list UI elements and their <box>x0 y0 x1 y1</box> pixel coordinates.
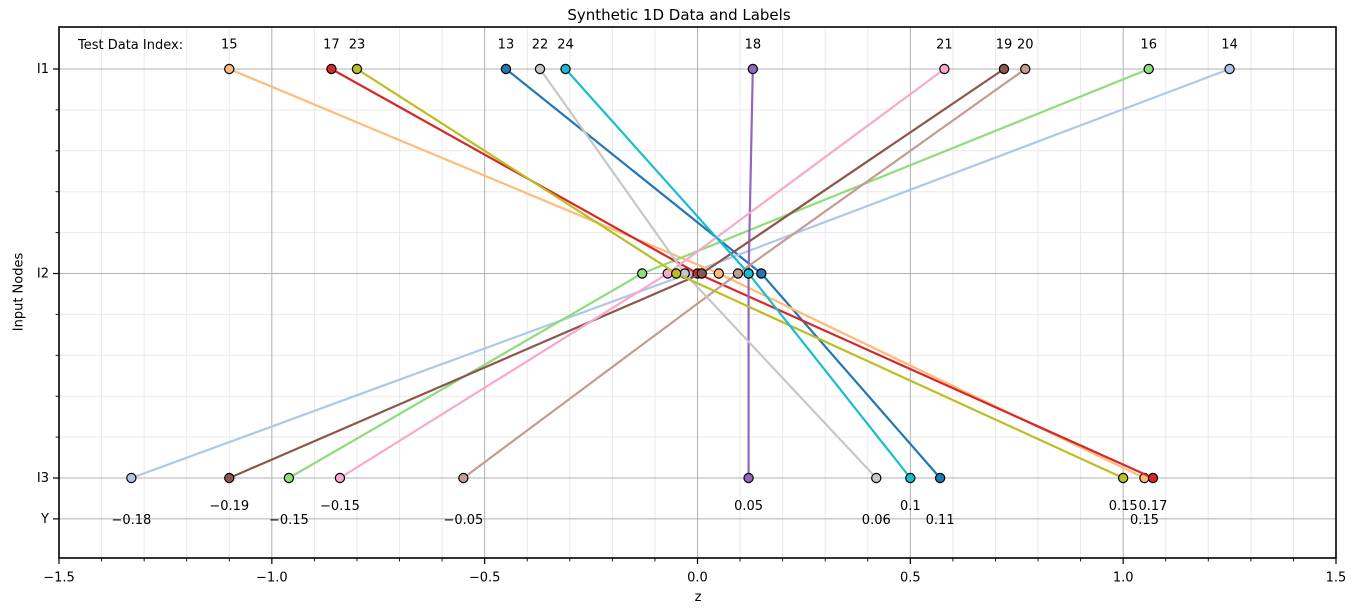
data-point-marker-14 <box>1224 63 1235 75</box>
chart-title: Synthetic 1D Data and Labels <box>567 6 791 24</box>
test-index-label: 22 <box>532 38 549 53</box>
test-index-label: 23 <box>349 38 366 53</box>
data-point-marker-23 <box>351 63 363 75</box>
data-point-marker-15 <box>224 63 235 75</box>
data-point-marker-16 <box>283 472 295 484</box>
data-point-marker-17 <box>326 63 337 75</box>
data-point-marker-13 <box>756 268 767 279</box>
data-point-marker-24 <box>905 472 916 484</box>
data-point-marker-24 <box>560 63 571 75</box>
x-axis-label: z <box>694 590 702 605</box>
data-point-marker-20 <box>732 268 744 279</box>
y-tick-label: I1 <box>37 62 49 77</box>
y-tick-label: I2 <box>37 267 49 282</box>
data-point-marker-13 <box>934 472 946 484</box>
test-index-label: 15 <box>221 38 238 53</box>
x-tick-label: 1.0 <box>1113 571 1134 586</box>
test-index-label: 13 <box>498 38 515 53</box>
data-point-marker-19 <box>696 268 707 279</box>
data-point-marker-20 <box>458 472 469 484</box>
data-point-marker-14 <box>126 472 137 484</box>
y-value-label: 0.05 <box>734 499 763 514</box>
data-point-marker-18 <box>743 472 754 484</box>
y-value-label: 0.11 <box>926 513 955 528</box>
y-value-label: 0.06 <box>862 513 891 528</box>
y-value-label: 0.15 <box>1109 499 1138 514</box>
data-point-marker-21 <box>939 63 950 75</box>
y-tick-label: Y <box>40 512 49 527</box>
data-point-marker-16 <box>636 268 648 279</box>
data-point-marker-20 <box>1020 63 1031 75</box>
data-point-marker-16 <box>1143 63 1154 75</box>
y-value-label: −0.05 <box>443 513 483 528</box>
data-point-marker-23 <box>671 268 682 279</box>
test-index-label: 14 <box>1221 38 1238 53</box>
data-point-marker-21 <box>334 472 346 484</box>
data-point-marker-22 <box>871 472 882 484</box>
test-index-label: 19 <box>996 38 1013 53</box>
data-point-marker-22 <box>534 63 546 75</box>
data-point-marker-19 <box>224 472 235 484</box>
data-point-marker-15 <box>713 268 724 279</box>
y-value-label: 0.1 <box>900 499 921 514</box>
y-value-label: 0.17 <box>1138 499 1167 514</box>
x-tick-label: 0.0 <box>687 571 708 586</box>
y-value-label: −0.15 <box>269 513 309 528</box>
data-point-marker-23 <box>1117 472 1129 484</box>
y-value-label: 0.15 <box>1130 513 1159 528</box>
test-index-label: 18 <box>745 38 762 53</box>
test-index-label: 16 <box>1140 38 1157 53</box>
data-point-marker-18 <box>747 63 759 75</box>
y-value-label: −0.18 <box>111 513 151 528</box>
data-point-marker-24 <box>743 268 754 279</box>
y-axis-label: Input Nodes <box>11 252 27 332</box>
x-tick-label: −1.0 <box>256 571 288 586</box>
test-index-label: 24 <box>557 38 574 53</box>
data-point-marker-13 <box>500 63 512 75</box>
x-tick-label: 0.5 <box>900 571 921 586</box>
test-index-label: 17 <box>323 38 340 53</box>
y-tick-label: I3 <box>37 471 49 486</box>
y-value-label: −0.19 <box>209 499 249 514</box>
y-value-label: −0.15 <box>320 499 360 514</box>
data-point-marker-19 <box>998 63 1010 75</box>
test-data-index-label: Test Data Index: <box>78 38 184 53</box>
test-index-label: 21 <box>936 38 953 53</box>
x-tick-label: −1.5 <box>43 571 75 586</box>
x-tick-label: 1.5 <box>1326 571 1347 586</box>
test-index-label: 20 <box>1017 38 1034 53</box>
x-tick-label: −0.5 <box>469 571 501 586</box>
data-point-marker-17 <box>1147 472 1159 484</box>
